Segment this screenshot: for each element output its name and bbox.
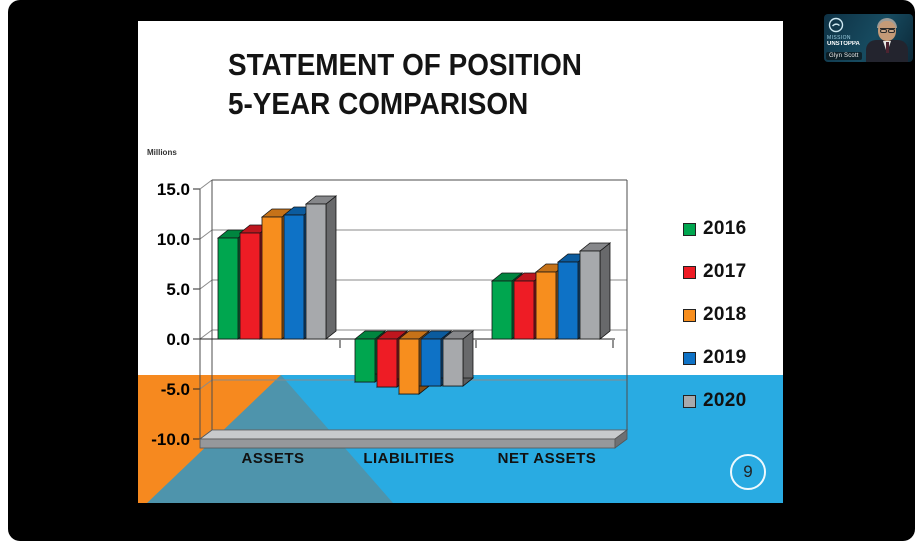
grid-connector [199, 329, 213, 340]
legend-label-2016: 2016 [703, 218, 747, 239]
legend-item-2016: 2016 [683, 218, 747, 239]
grid-connector [199, 379, 213, 390]
bar-2020-assets [304, 195, 338, 340]
chart-floor-front [199, 438, 616, 449]
legend-swatch-2017 [683, 265, 696, 279]
legend-item-2017: 2017 [683, 261, 747, 282]
logo-text-line1: MISSION [827, 35, 851, 41]
swirl-logo-icon [828, 17, 844, 33]
grid-connector [199, 229, 213, 240]
y-axis-label: 0.0 [166, 330, 190, 349]
legend-item-2020: 2020 [683, 390, 747, 411]
presenter-video-thumbnail[interactable]: MISSION UNSTOPPA Glyn Scott [824, 14, 913, 62]
chart-legend: 2016 2017 2018 2019 2020 [683, 218, 747, 434]
grid-connector [199, 279, 213, 290]
bar-2020-net-assets [578, 242, 612, 340]
grid-connector [199, 179, 213, 190]
y-axis-label: -10.0 [151, 430, 190, 449]
chart-floor-top [198, 429, 629, 440]
legend-swatch-2019 [683, 351, 696, 365]
category-label: LIABILITIES [363, 450, 454, 467]
y-axis-label: 10.0 [157, 230, 190, 249]
avatar-face [878, 21, 896, 41]
presenter-avatar [864, 18, 910, 62]
category-label: NET ASSETS [498, 450, 597, 467]
logo-text-line2: UNSTOPPA [827, 41, 860, 47]
legend-label-2018: 2018 [703, 304, 747, 325]
bar-2020-liabilities [441, 330, 475, 387]
axis-units-label: Millions [147, 148, 177, 157]
y-axis-label: 5.0 [166, 280, 190, 299]
category-label: ASSETS [241, 450, 304, 467]
y-axis-label: -5.0 [161, 380, 190, 399]
legend-swatch-2016 [683, 222, 696, 236]
participant-name-label: Glyn Scott [826, 52, 862, 60]
slide-title: STATEMENT OF POSITION 5-YEAR COMPARISON [228, 45, 651, 123]
legend-label-2017: 2017 [703, 261, 747, 282]
legend-swatch-2020 [683, 394, 696, 408]
legend-item-2018: 2018 [683, 304, 747, 325]
slide-title-line2: 5-YEAR COMPARISON [228, 86, 529, 121]
avatar-glasses [879, 28, 895, 33]
legend-label-2019: 2019 [703, 347, 747, 368]
chart-floor-side [614, 429, 628, 449]
screenshare-window: STATEMENT OF POSITION 5-YEAR COMPARISON … [8, 0, 915, 541]
legend-item-2019: 2019 [683, 347, 747, 368]
avatar-tie [885, 42, 889, 53]
bar-chart: 15.0 10.0 5.0 0.0 -5.0 -10.0 ASSETS LIABILITIES… [151, 179, 629, 467]
legend-swatch-2018 [683, 308, 696, 322]
legend-label-2020: 2020 [703, 390, 747, 411]
y-axis-label: 15.0 [157, 180, 190, 199]
presentation-slide: STATEMENT OF POSITION 5-YEAR COMPARISON … [138, 21, 783, 503]
page-number: 9 [743, 462, 753, 481]
page-number-badge: 9 [730, 454, 766, 490]
slide-title-line1: STATEMENT OF POSITION [228, 47, 582, 82]
